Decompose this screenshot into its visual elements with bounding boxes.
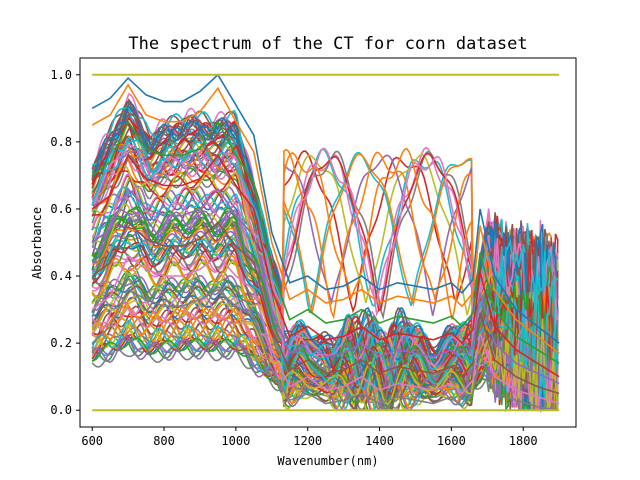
x-axis-ticks: 600 800 1000 1200 1400 1600 1800 (81, 427, 538, 448)
y-tick-label: 0.4 (50, 269, 72, 283)
spectrum-series-line (91, 83, 560, 354)
x-tick-label: 1200 (293, 434, 322, 448)
spectrum-series-line (91, 153, 560, 378)
spectrum-series-line (91, 187, 560, 385)
spectrum-line (91, 135, 559, 384)
y-tick-label: 0.0 (50, 403, 72, 417)
y-tick-label: 1.0 (50, 68, 72, 82)
reference-lines (92, 73, 560, 412)
y-axis-ticks: 0.0 0.2 0.4 0.6 0.8 1.0 (50, 68, 80, 417)
y-tick-label: 0.2 (50, 336, 72, 350)
spectrum-line (91, 143, 559, 393)
spectrum-line (91, 277, 559, 411)
spectrum-line (91, 147, 559, 411)
spectrum-series-line (91, 120, 560, 364)
spectrum-line (91, 309, 558, 411)
spectrum-series-line (91, 73, 560, 344)
x-tick-label: 1600 (437, 434, 466, 448)
x-tick-label: 800 (153, 434, 175, 448)
spectrum-line (91, 102, 559, 391)
spectrum-series-line (91, 288, 560, 411)
spectrum-line (91, 147, 559, 409)
y-tick-label: 0.8 (50, 135, 72, 149)
spectrum-series-line (91, 254, 560, 405)
spectrum-line (92, 285, 559, 405)
y-tick-label: 0.6 (50, 202, 72, 216)
x-tick-label: 600 (81, 434, 103, 448)
x-axis-label: Wavenumber(nm) (277, 454, 378, 468)
x-tick-label: 1400 (365, 434, 394, 448)
x-tick-label: 1800 (509, 434, 538, 448)
spectrum-line (91, 321, 558, 411)
spectrum-line (91, 208, 559, 405)
spectrum-line (91, 122, 559, 378)
chart-title: The spectrum of the CT for corn dataset (128, 34, 527, 54)
spectrum-series-line (91, 221, 560, 395)
y-axis-label: Absorbance (30, 207, 44, 279)
plot-area-frame (79, 57, 577, 428)
spectrum-lines (91, 73, 560, 413)
x-tick-label: 1000 (221, 434, 250, 448)
